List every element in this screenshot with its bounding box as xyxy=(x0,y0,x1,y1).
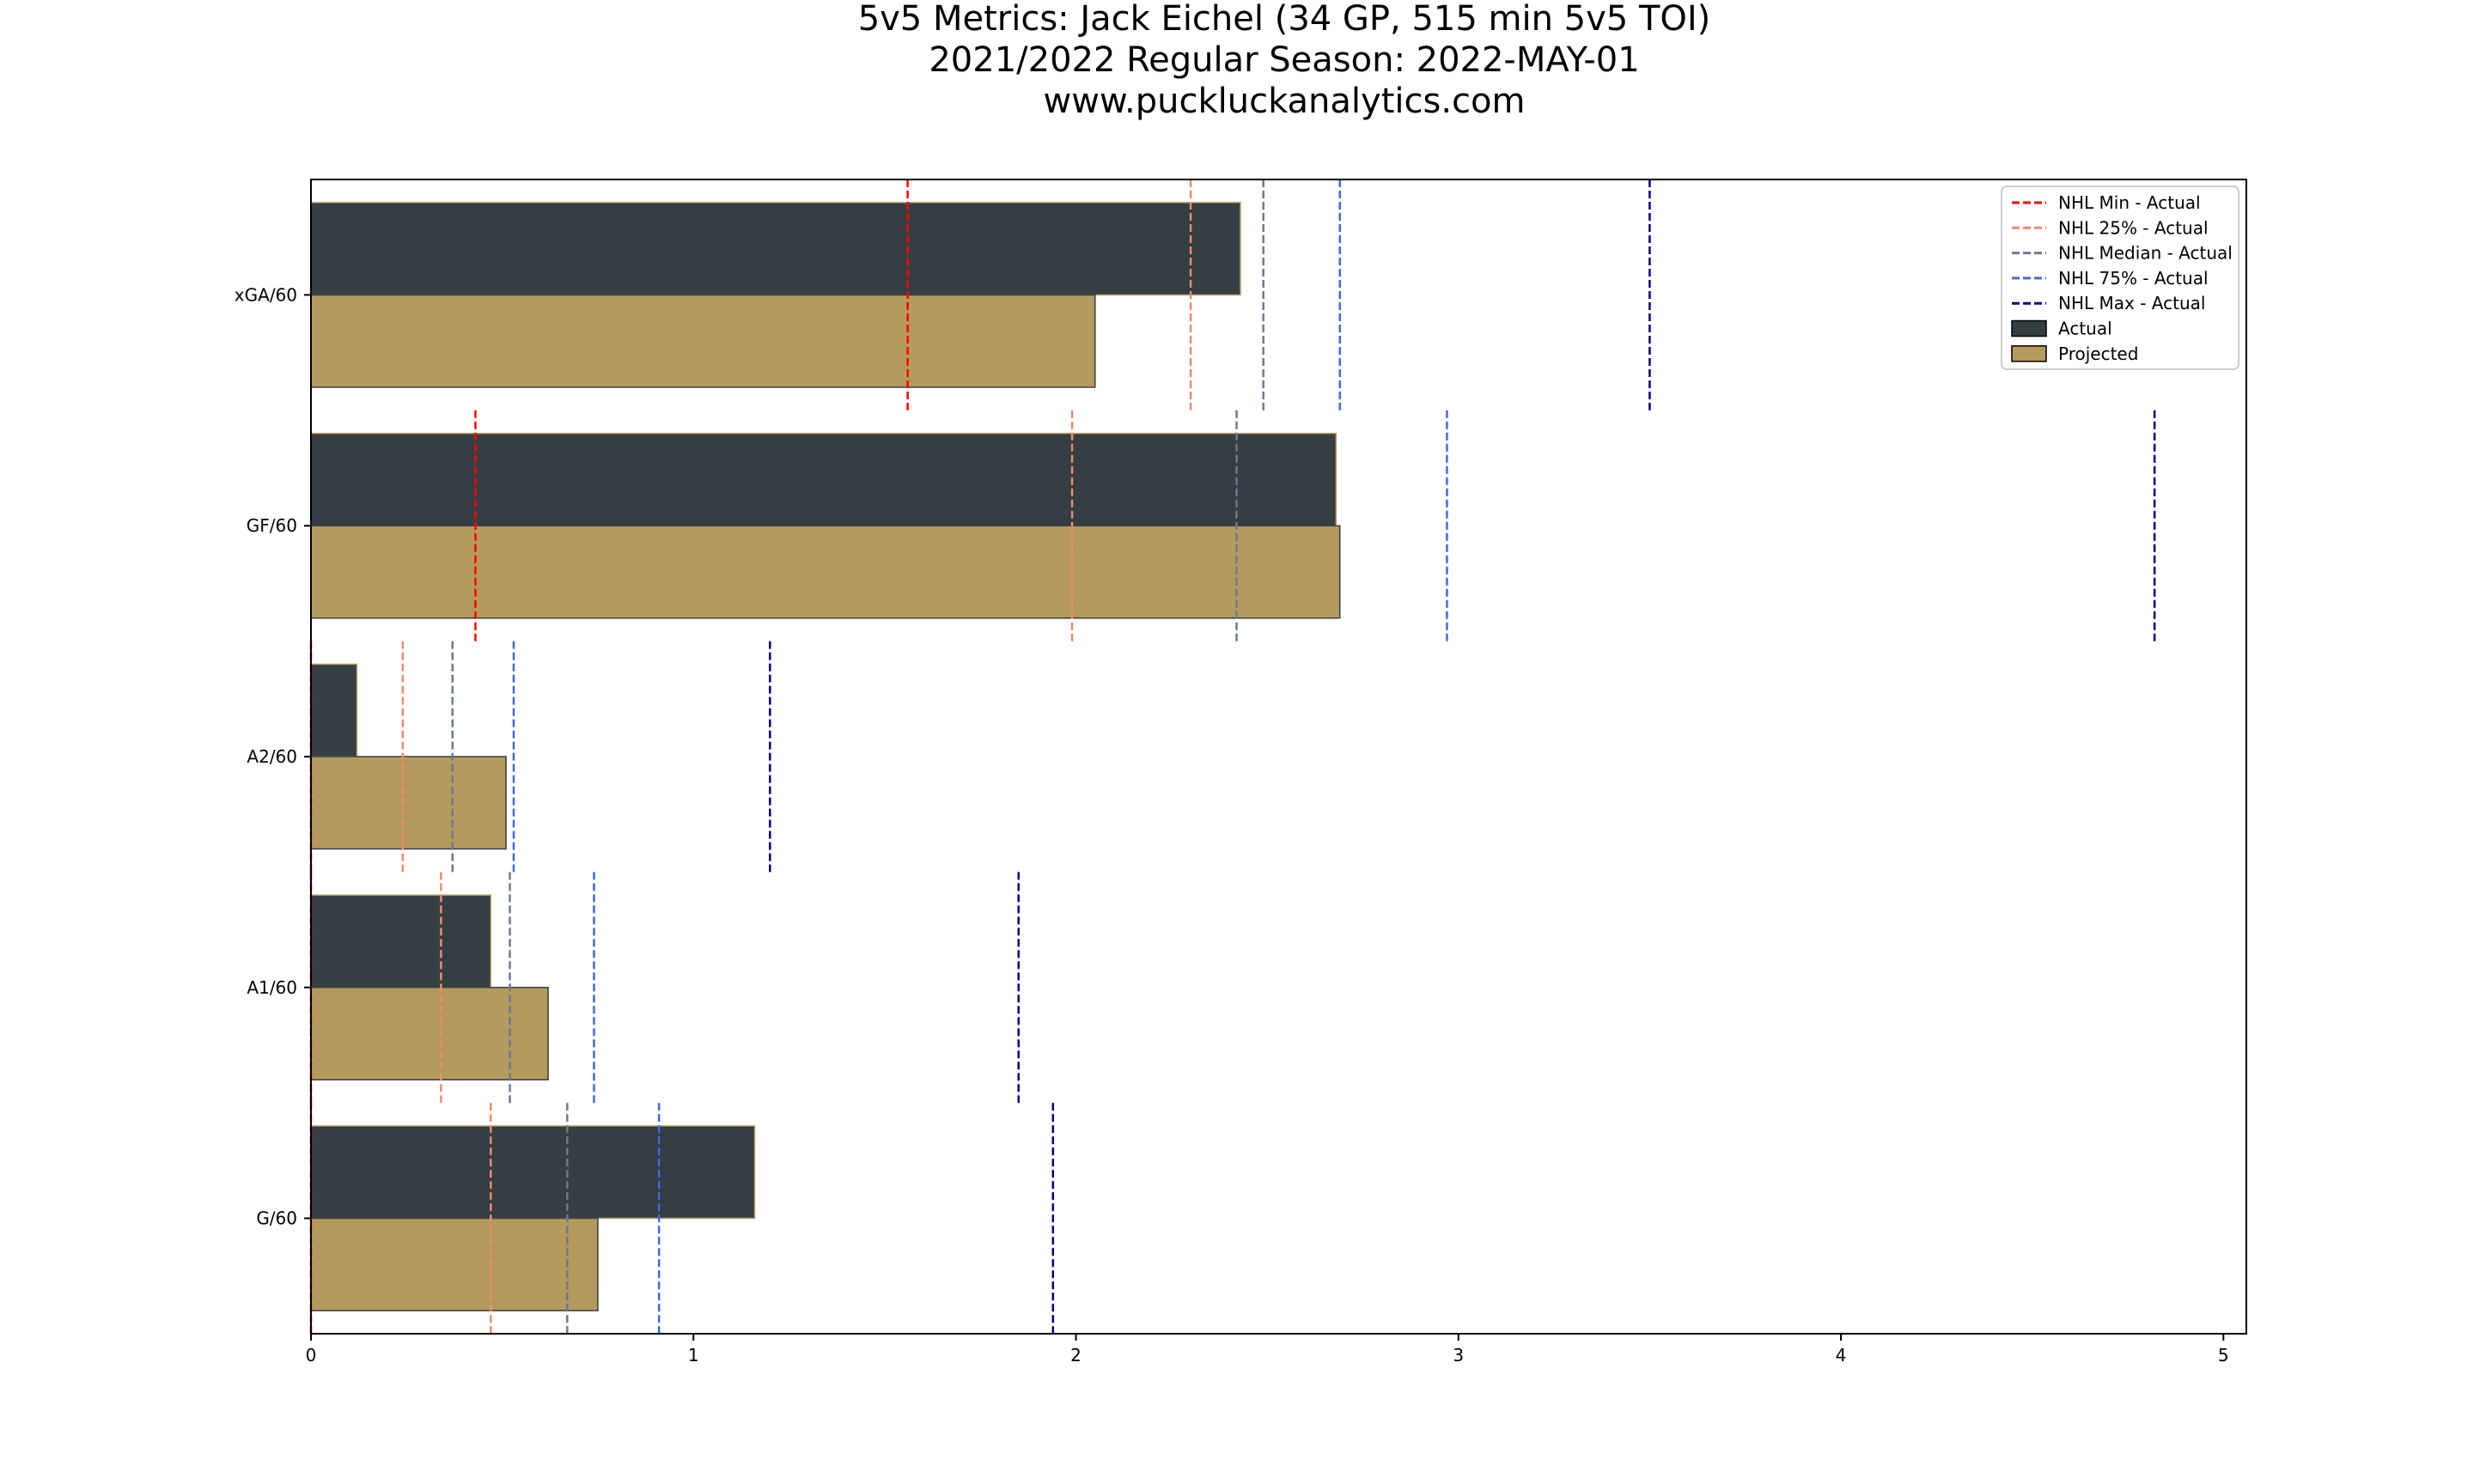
legend-swatch-projected xyxy=(2011,345,2047,362)
bars-layer xyxy=(310,202,1341,1311)
legend-label-actual: Actual xyxy=(2058,319,2112,339)
chart-title-line-2: 2021/2022 Regular Season: 2022-MAY-01 xyxy=(929,40,1639,80)
chart-title-line-1: 5v5 Metrics: Jack Eichel (34 GP, 515 min… xyxy=(858,0,1711,39)
bar-projected-a1-60 xyxy=(310,987,549,1081)
bar-actual-g-60 xyxy=(310,1125,756,1219)
bar-projected-g-60 xyxy=(310,1217,599,1311)
chart-title-line-3: www.puckluckanalytics.com xyxy=(1044,82,1526,121)
x-axis: 0 1 2 3 4 5 xyxy=(306,1334,2229,1365)
y-tick-label-a1-60: A1/60 xyxy=(247,977,297,998)
y-tick-label-a2-60: A2/60 xyxy=(247,746,297,767)
bar-projected-a2-60 xyxy=(310,756,507,850)
legend-label-nhl-median-actual: NHL Median - Actual xyxy=(2058,243,2233,264)
x-tick-label-0: 0 xyxy=(306,1345,317,1365)
y-axis: G/60 A1/60 A2/60 GF/60 xGA/60 xyxy=(235,284,311,1229)
y-tick-label-xga-60: xGA/60 xyxy=(235,284,297,305)
bar-actual-a2-60 xyxy=(310,663,358,757)
legend-label-projected: Projected xyxy=(2058,344,2138,364)
x-tick-label-1: 1 xyxy=(688,1345,699,1365)
bar-actual-gf-60 xyxy=(310,432,1338,526)
x-tick-label-5: 5 xyxy=(2218,1345,2229,1365)
legend-swatch-actual xyxy=(2011,319,2047,338)
y-tick-label-gf-60: GF/60 xyxy=(247,515,297,536)
x-tick-label-2: 2 xyxy=(1070,1345,1082,1365)
legend-label-nhl-25-actual: NHL 25% - Actual xyxy=(2058,217,2209,238)
y-tick-label-g-60: G/60 xyxy=(256,1208,297,1229)
legend-items: NHL Min - Actual NHL 25% - Actual NHL Medi… xyxy=(2011,192,2233,364)
bar-actual-xga-60 xyxy=(310,202,1241,296)
chart-title: 5v5 Metrics: Jack Eichel (34 GP, 515 min… xyxy=(858,0,1711,121)
legend-label-nhl-max-actual: NHL Max - Actual xyxy=(2058,293,2205,313)
x-tick-label-4: 4 xyxy=(1836,1345,1847,1365)
bar-actual-a1-60 xyxy=(310,894,492,988)
bar-projected-gf-60 xyxy=(310,525,1341,619)
bar-projected-xga-60 xyxy=(310,294,1096,388)
x-tick-label-3: 3 xyxy=(1453,1345,1464,1365)
legend-label-nhl-min-actual: NHL Min - Actual xyxy=(2058,192,2201,213)
legend-frame xyxy=(2001,186,2239,370)
legend-label-nhl-75-actual: NHL 75% - Actual xyxy=(2058,268,2209,289)
legend: NHL Min - Actual NHL 25% - Actual NHL Medi… xyxy=(2001,186,2239,370)
